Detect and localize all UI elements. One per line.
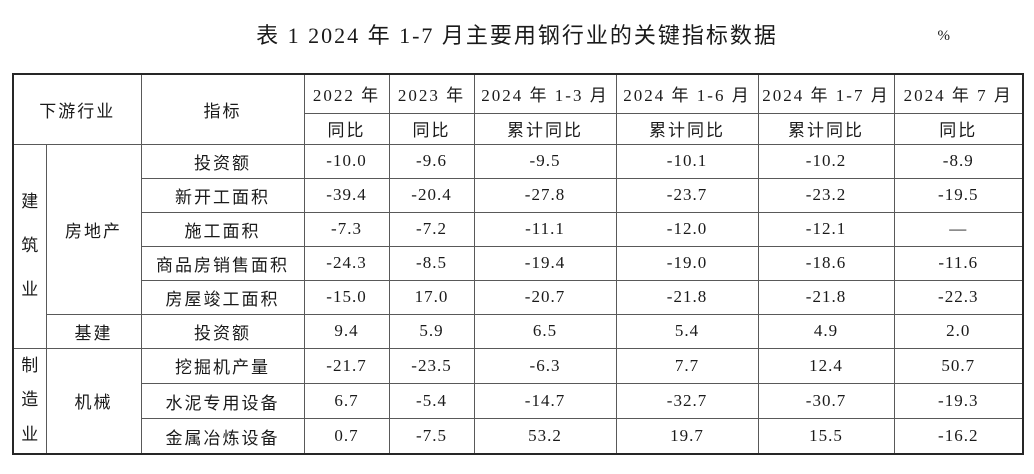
value-cell: 9.4 bbox=[303, 313, 390, 349]
value-cell: -16.2 bbox=[893, 418, 1024, 455]
value-cell: -19.4 bbox=[473, 245, 617, 281]
value-cell: -15.0 bbox=[303, 279, 390, 315]
value-cell: -7.3 bbox=[303, 211, 390, 247]
group-cell-machinery: 机械 bbox=[45, 347, 142, 455]
value-cell: 6.5 bbox=[473, 313, 617, 349]
page-title: 表 1 2024 年 1-7 月主要用钢行业的关键指标数据 bbox=[256, 23, 778, 48]
value-cell: -30.7 bbox=[757, 382, 895, 420]
unit-label: % bbox=[937, 28, 951, 44]
value-cell: -23.2 bbox=[757, 177, 895, 213]
indicator-table: 下游行业 指标 2022 年 2023 年 2024 年 1-3 月 2024 … bbox=[12, 73, 1024, 456]
sector-cell-manufacturing: 制造业 bbox=[12, 347, 47, 455]
value-cell: -22.3 bbox=[893, 279, 1024, 315]
value-cell: -21.8 bbox=[757, 279, 895, 315]
value-cell: -18.6 bbox=[757, 245, 895, 281]
value-cell: -6.3 bbox=[473, 347, 617, 384]
table-row: 基建 投资额 9.4 5.9 6.5 5.4 4.9 2.0 bbox=[13, 313, 1024, 349]
indicator-cell: 新开工面积 bbox=[140, 177, 305, 213]
indicator-cell: 金属冶炼设备 bbox=[140, 418, 305, 455]
period-header-cell: 2024 年 1-3 月 bbox=[473, 73, 617, 114]
value-cell: 19.7 bbox=[615, 418, 759, 455]
value-cell: 53.2 bbox=[473, 418, 617, 455]
sector-cell-construction: 建筑业 bbox=[12, 143, 47, 349]
indicator-cell: 房屋竣工面积 bbox=[140, 279, 305, 315]
value-cell: -24.3 bbox=[303, 245, 390, 281]
period-header-cell: 2023 年 bbox=[388, 73, 475, 114]
value-cell: -27.8 bbox=[473, 177, 617, 213]
indicator-cell: 商品房销售面积 bbox=[140, 245, 305, 281]
value-cell: -7.2 bbox=[388, 211, 475, 247]
value-cell: -10.2 bbox=[757, 143, 895, 179]
value-cell: -39.4 bbox=[303, 177, 390, 213]
measure-header-cell: 同比 bbox=[893, 112, 1024, 145]
value-cell: 50.7 bbox=[893, 347, 1024, 384]
header-row-measures: 同比 同比 累计同比 累计同比 累计同比 同比 bbox=[13, 112, 1024, 145]
indicator-cell: 施工面积 bbox=[140, 211, 305, 247]
period-header-cell: 2024 年 7 月 bbox=[893, 73, 1024, 114]
value-cell: 17.0 bbox=[388, 279, 475, 315]
corner-header-cell: 下游行业 bbox=[12, 73, 142, 145]
measure-header-cell: 同比 bbox=[303, 112, 390, 145]
value-cell: -9.6 bbox=[388, 143, 475, 179]
value-cell: 2.0 bbox=[893, 313, 1024, 349]
header-row-periods: 下游行业 指标 2022 年 2023 年 2024 年 1-3 月 2024 … bbox=[12, 73, 1024, 145]
value-cell: -8.5 bbox=[388, 245, 475, 281]
value-cell: 6.7 bbox=[303, 382, 390, 420]
value-cell: -14.7 bbox=[473, 382, 617, 420]
value-cell: 12.4 bbox=[757, 347, 895, 384]
indicator-cell: 投资额 bbox=[140, 313, 305, 349]
period-header-cell: 2022 年 bbox=[303, 73, 390, 114]
value-cell: -12.0 bbox=[615, 211, 759, 247]
table-row: 水泥专用设备 6.7 -5.4 -14.7 -32.7 -30.7 -19.3 bbox=[13, 382, 1024, 420]
value-cell: -11.1 bbox=[473, 211, 617, 247]
value-cell: -19.0 bbox=[615, 245, 759, 281]
group-cell-real-estate: 房地产 bbox=[45, 143, 142, 315]
measure-header-cell: 累计同比 bbox=[757, 112, 895, 145]
title-bar: 表 1 2024 年 1-7 月主要用钢行业的关键指标数据 % bbox=[12, 16, 1022, 56]
table-row: 建筑业 房地产 投资额 -10.0 -9.6 -9.5 -10.1 -10.2 … bbox=[12, 143, 1024, 349]
value-cell: 0.7 bbox=[303, 418, 390, 455]
value-cell: -8.9 bbox=[893, 143, 1024, 179]
value-cell: -21.7 bbox=[303, 347, 390, 384]
value-cell: -5.4 bbox=[388, 382, 475, 420]
measure-header-cell: 累计同比 bbox=[615, 112, 759, 145]
indicator-cell: 投资额 bbox=[140, 143, 305, 179]
value-cell: -10.1 bbox=[615, 143, 759, 179]
value-cell: -20.7 bbox=[473, 279, 617, 315]
value-cell: 4.9 bbox=[757, 313, 895, 349]
value-cell: -12.1 bbox=[757, 211, 895, 247]
value-cell: 5.9 bbox=[388, 313, 475, 349]
group-cell-infrastructure: 基建 bbox=[45, 313, 142, 349]
indicator-cell: 挖掘机产量 bbox=[140, 347, 305, 384]
value-cell: -10.0 bbox=[303, 143, 390, 179]
table-row: 制造业 机械 挖掘机产量 -21.7 -23.5 -6.3 7.7 12.4 5… bbox=[12, 347, 1024, 455]
table-row: 金属冶炼设备 0.7 -7.5 53.2 19.7 15.5 -16.2 bbox=[13, 418, 1024, 455]
value-cell: 15.5 bbox=[757, 418, 895, 455]
table-row: 商品房销售面积 -24.3 -8.5 -19.4 -19.0 -18.6 -11… bbox=[13, 245, 1024, 281]
value-cell: -21.8 bbox=[615, 279, 759, 315]
period-header-cell: 2024 年 1-6 月 bbox=[615, 73, 759, 114]
value-cell: -23.5 bbox=[388, 347, 475, 384]
value-cell: -9.5 bbox=[473, 143, 617, 179]
table-row: 房屋竣工面积 -15.0 17.0 -20.7 -21.8 -21.8 -22.… bbox=[13, 279, 1024, 315]
value-cell: -19.3 bbox=[893, 382, 1024, 420]
value-cell: -7.5 bbox=[388, 418, 475, 455]
value-cell: -32.7 bbox=[615, 382, 759, 420]
measure-header-cell: 同比 bbox=[388, 112, 475, 145]
table-row: 施工面积 -7.3 -7.2 -11.1 -12.0 -12.1 — bbox=[13, 211, 1024, 247]
table-row: 新开工面积 -39.4 -20.4 -27.8 -23.7 -23.2 -19.… bbox=[13, 177, 1024, 213]
period-header-cell: 2024 年 1-7 月 bbox=[757, 73, 895, 114]
value-cell: -23.7 bbox=[615, 177, 759, 213]
value-cell: -11.6 bbox=[893, 245, 1024, 281]
value-cell: -20.4 bbox=[388, 177, 475, 213]
value-cell: 5.4 bbox=[615, 313, 759, 349]
value-cell: 7.7 bbox=[615, 347, 759, 384]
value-cell: -19.5 bbox=[893, 177, 1024, 213]
indicator-cell: 水泥专用设备 bbox=[140, 382, 305, 420]
measure-header-cell: 累计同比 bbox=[473, 112, 617, 145]
indicator-header-cell: 指标 bbox=[140, 73, 305, 145]
value-cell: — bbox=[893, 211, 1024, 247]
